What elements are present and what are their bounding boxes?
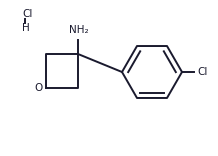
Text: Cl: Cl [197, 67, 207, 77]
Text: H: H [22, 23, 30, 33]
Text: O: O [34, 83, 42, 93]
Text: Cl: Cl [22, 9, 32, 19]
Text: NH₂: NH₂ [69, 25, 89, 35]
